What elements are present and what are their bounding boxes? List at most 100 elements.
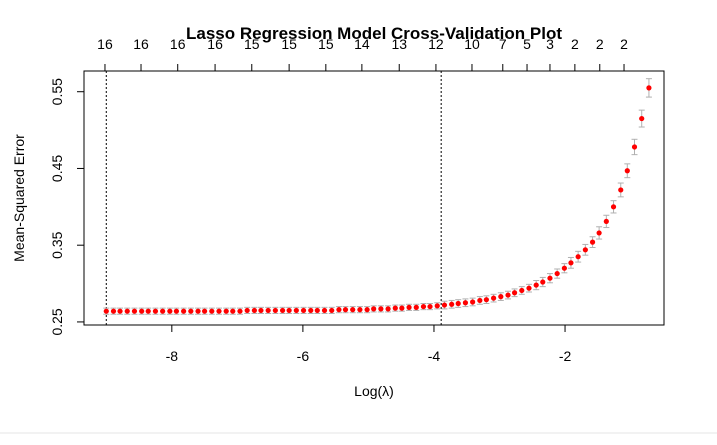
point xyxy=(505,292,511,298)
point xyxy=(385,306,391,312)
point xyxy=(237,308,243,314)
point xyxy=(547,275,553,281)
point xyxy=(110,308,117,314)
x-tick-label: -2 xyxy=(559,348,572,364)
point xyxy=(477,297,483,304)
top-tick-label: 16 xyxy=(170,36,186,52)
point xyxy=(145,308,151,314)
point xyxy=(329,307,335,314)
top-tick-label: 16 xyxy=(97,36,113,52)
point xyxy=(378,306,384,312)
point xyxy=(223,308,229,314)
point xyxy=(575,254,581,260)
point xyxy=(406,304,412,310)
point xyxy=(265,307,271,314)
point xyxy=(209,308,215,314)
x-tick-label: -4 xyxy=(428,348,441,364)
top-tick-label: 15 xyxy=(244,36,260,52)
point xyxy=(160,308,166,314)
top-tick-label: 10 xyxy=(464,36,480,52)
y-axis-label: Mean-Squared Error xyxy=(11,134,27,262)
point xyxy=(321,307,328,314)
y-tick-label: 0.45 xyxy=(49,155,65,182)
top-tick-label: 7 xyxy=(499,36,507,52)
top-tick-label: 16 xyxy=(207,36,223,52)
top-tick-label: 15 xyxy=(281,36,297,52)
point xyxy=(533,282,539,288)
point xyxy=(624,168,630,174)
point xyxy=(131,308,138,314)
point xyxy=(371,306,377,312)
point xyxy=(279,307,286,314)
y-tick-label: 0.35 xyxy=(49,231,65,258)
point xyxy=(314,307,320,314)
point xyxy=(420,303,427,310)
point xyxy=(201,308,208,314)
point xyxy=(582,247,588,253)
point xyxy=(139,308,145,314)
point xyxy=(646,85,652,91)
point xyxy=(511,290,518,296)
point xyxy=(441,302,448,308)
point xyxy=(603,218,609,225)
point xyxy=(470,299,476,305)
point xyxy=(173,308,180,314)
point xyxy=(251,307,257,314)
point xyxy=(491,295,497,301)
point xyxy=(618,187,624,193)
x-tick-label: -8 xyxy=(166,348,179,364)
point xyxy=(167,308,173,314)
point xyxy=(434,303,440,309)
point xyxy=(568,260,574,266)
point xyxy=(364,307,370,313)
point xyxy=(195,308,201,314)
point xyxy=(181,308,187,314)
point xyxy=(399,305,405,311)
point xyxy=(449,301,455,307)
point xyxy=(258,307,264,314)
y-tick-label: 0.25 xyxy=(49,308,65,335)
x-axis-label: Log(λ) xyxy=(354,383,394,399)
top-tick-label: 12 xyxy=(428,36,444,52)
point xyxy=(103,308,109,314)
point xyxy=(540,279,546,285)
point xyxy=(462,300,469,306)
point xyxy=(554,270,560,277)
point xyxy=(483,297,489,303)
point xyxy=(610,204,617,210)
point xyxy=(357,307,363,313)
top-tick-label: 2 xyxy=(571,36,579,52)
top-tick-label: 13 xyxy=(391,36,407,52)
chart-title: Lasso Regression Model Cross-Validation … xyxy=(186,24,562,43)
point xyxy=(216,308,222,314)
point xyxy=(350,307,356,313)
point xyxy=(308,307,314,314)
point xyxy=(561,265,567,271)
top-tick-label: 3 xyxy=(546,36,554,52)
point xyxy=(124,308,130,314)
point xyxy=(526,285,532,291)
point xyxy=(342,307,349,313)
point xyxy=(392,305,398,311)
point xyxy=(244,307,250,314)
point xyxy=(639,115,645,122)
point xyxy=(631,144,638,150)
x-tick-label: -6 xyxy=(297,348,310,364)
point xyxy=(286,307,292,314)
top-tick-label: 15 xyxy=(318,36,334,52)
point xyxy=(336,307,342,313)
point xyxy=(455,300,461,307)
point xyxy=(519,287,525,294)
point xyxy=(589,239,596,245)
point xyxy=(413,304,419,310)
point xyxy=(188,308,194,314)
top-tick-label: 2 xyxy=(620,36,628,52)
point xyxy=(596,230,602,236)
top-tick-label: 5 xyxy=(523,36,531,52)
point xyxy=(272,307,278,314)
point xyxy=(498,294,504,300)
point xyxy=(300,307,307,314)
point xyxy=(152,308,159,314)
top-tick-label: 16 xyxy=(133,36,149,52)
